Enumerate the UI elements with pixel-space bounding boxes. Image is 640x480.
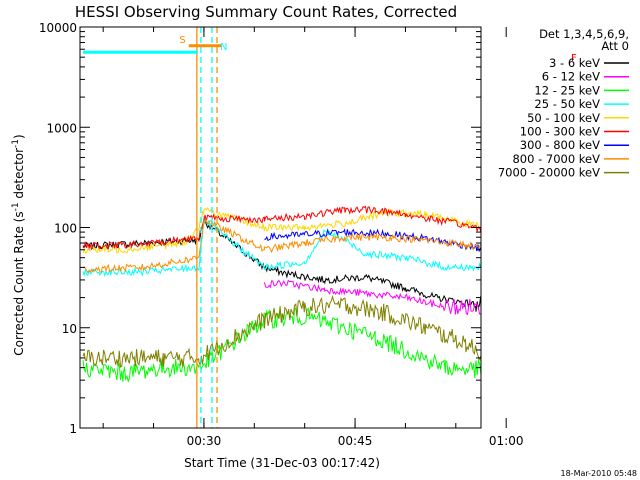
y-tick-label: 10000 [39,21,77,35]
series-line-4 [82,92,482,283]
series-line-6 [82,90,482,251]
axis-layer: 11010010001000000:3000:4501:0001:1501:30… [39,21,524,448]
x-tick-label: 01:00 [489,434,524,448]
plot-frame [79,26,482,429]
legend-label-2: 6 - 12 keV [542,70,600,84]
timestamp: 18-Mar-2010 05:48 [561,469,638,478]
legend-label-7: 300 - 800 keV [520,138,600,152]
legend-header-line2: Att 0 [601,39,629,53]
x-tick-label: 00:45 [338,434,373,448]
marker-label-2: N [220,42,227,53]
legend-label-6: 100 - 300 keV [520,125,600,139]
marker-label-3: F [571,53,577,64]
legend-label-4: 25 - 50 keV [534,97,600,111]
y-tick-label: 1 [69,422,77,436]
legend-label-3: 12 - 25 keV [534,83,600,97]
marker-layer: S N F [83,27,577,428]
marker-label-1: S [179,35,185,46]
legend-label-1: 3 - 6 keV [549,56,600,70]
series-line-5 [82,54,482,254]
legend-label-8: 800 - 7000 keV [512,152,600,166]
chart-title: HESSI Observing Summary Count Rates, Cor… [75,3,457,21]
y-tick-label: 1000 [46,121,77,135]
x-tick-label: 00:30 [187,434,222,448]
svg-text:Corrected Count Rate (s-1 dete: Corrected Count Rate (s-1 detector-1) [11,134,26,355]
y-tick-label: 100 [54,222,77,236]
y-tick-label: 10 [62,322,77,336]
legend-header-line1: Det 1,3,4,5,6,9, [539,27,629,41]
y-axis-label: Corrected Count Rate (s-1 detector-1) [11,134,26,355]
legend-label-9: 7000 - 20000 keV [498,166,600,180]
series-line-9 [82,294,482,368]
series-layer [82,54,482,424]
legend-label-5: 50 - 100 keV [527,111,600,125]
x-axis-label: Start Time (31-Dec-03 00:17:42) [184,456,380,470]
